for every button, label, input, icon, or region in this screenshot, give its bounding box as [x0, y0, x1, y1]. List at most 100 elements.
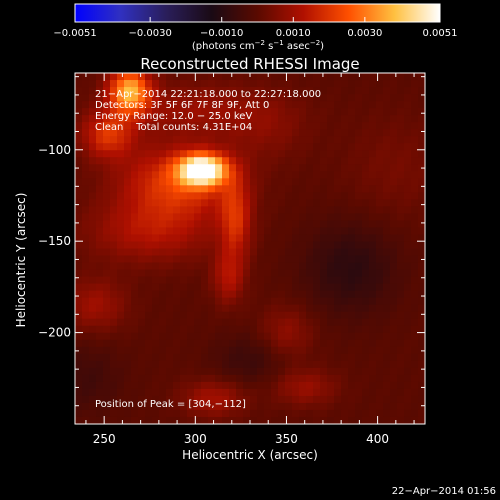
heatmap-cell — [397, 339, 405, 348]
heatmap-cell — [355, 178, 363, 186]
heatmap-cell — [355, 269, 363, 277]
heatmap-cell — [159, 255, 167, 263]
heatmap-cell — [82, 374, 90, 383]
heatmap-cell — [362, 241, 370, 249]
heatmap-cell — [313, 325, 321, 334]
heatmap-cell — [180, 332, 188, 341]
heatmap-cell — [243, 192, 251, 200]
heatmap-cell — [103, 199, 111, 207]
heatmap-cell — [327, 353, 335, 362]
heatmap-cell — [383, 234, 391, 242]
heatmap-cell — [383, 395, 391, 404]
heatmap-cell — [299, 367, 307, 376]
heatmap-cell — [208, 206, 216, 214]
heatmap-cell — [187, 304, 195, 313]
heatmap-cell — [152, 220, 160, 228]
heatmap-cell — [390, 388, 398, 397]
heatmap-cell — [82, 171, 90, 179]
heatmap-cell — [383, 157, 391, 165]
heatmap-cell — [362, 311, 370, 320]
heatmap-cell — [404, 150, 412, 158]
heatmap-cell — [152, 388, 160, 397]
heatmap-cell — [103, 395, 111, 404]
heatmap-cell — [96, 73, 104, 81]
heatmap-cell — [208, 248, 216, 256]
heatmap-cell — [222, 143, 230, 151]
heatmap-cell — [264, 388, 272, 397]
heatmap-cell — [222, 115, 230, 123]
heatmap-cell — [110, 115, 118, 123]
heatmap-cell — [411, 255, 419, 263]
heatmap-cell — [292, 269, 300, 277]
heatmap-cell — [96, 262, 104, 270]
heatmap-cell — [404, 381, 412, 390]
heatmap-cell — [89, 227, 97, 235]
heatmap-cell — [208, 213, 216, 221]
heatmap-cell — [411, 227, 419, 235]
heatmap-cell — [194, 185, 202, 193]
heatmap-cell — [201, 367, 209, 376]
heatmap-cell — [271, 409, 279, 418]
heatmap-cell — [194, 276, 202, 284]
heatmap-cell — [278, 283, 286, 292]
heatmap-cell — [96, 402, 104, 411]
heatmap-cell — [75, 241, 83, 249]
heatmap-cell — [138, 360, 146, 369]
heatmap-cell — [355, 241, 363, 249]
heatmap-cell — [285, 73, 293, 81]
heatmap-cell — [369, 262, 377, 270]
heatmap-cell — [292, 276, 300, 284]
heatmap-cell — [257, 129, 265, 137]
heatmap-cell — [418, 220, 426, 228]
heatmap-cell — [145, 80, 153, 88]
heatmap-cell — [271, 269, 279, 277]
heatmap-cell — [320, 332, 328, 341]
heatmap-cell — [327, 171, 335, 179]
heatmap-cell — [369, 115, 377, 123]
heatmap-cell — [75, 199, 83, 207]
heatmap-cell — [124, 388, 132, 397]
heatmap-cell — [166, 171, 174, 179]
heatmap-cell — [131, 332, 139, 341]
heatmap-cell — [334, 290, 342, 299]
heatmap-cell — [173, 171, 181, 179]
heatmap-cell — [334, 73, 342, 81]
heatmap-cell — [215, 290, 223, 299]
heatmap-cell — [306, 108, 314, 116]
heatmap-cell — [229, 416, 237, 425]
heatmap-cell — [313, 192, 321, 200]
heatmap-cell — [383, 108, 391, 116]
heatmap-cell — [278, 234, 286, 242]
heatmap-cell — [110, 227, 118, 235]
heatmap-cell — [285, 101, 293, 109]
heatmap-cell — [166, 206, 174, 214]
heatmap-cell — [103, 311, 111, 320]
heatmap-cell — [201, 178, 209, 186]
heatmap-cell — [348, 346, 356, 355]
heatmap-cell — [376, 234, 384, 242]
heatmap-cell — [376, 136, 384, 144]
heatmap-cell — [383, 80, 391, 88]
heatmap-cell — [82, 262, 90, 270]
heatmap-cell — [75, 360, 83, 369]
heatmap-cell — [194, 213, 202, 221]
heatmap-cell — [201, 402, 209, 411]
heatmap-cell — [390, 297, 398, 306]
heatmap-cell — [173, 339, 181, 348]
heatmap-cell — [103, 325, 111, 334]
heatmap-cell — [194, 101, 202, 109]
heatmap-cell — [201, 101, 209, 109]
heatmap-cell — [390, 136, 398, 144]
heatmap-cell — [285, 325, 293, 334]
heatmap-cell — [355, 234, 363, 242]
heatmap-cell — [271, 87, 279, 95]
heatmap-cell — [362, 374, 370, 383]
heatmap-cell — [159, 353, 167, 362]
heatmap-cell — [215, 367, 223, 376]
heatmap-cell — [89, 87, 97, 95]
heatmap-cell — [215, 171, 223, 179]
heatmap-cell — [271, 297, 279, 306]
heatmap-cell — [187, 283, 195, 292]
heatmap-cell — [124, 395, 132, 404]
heatmap-cell — [404, 192, 412, 200]
